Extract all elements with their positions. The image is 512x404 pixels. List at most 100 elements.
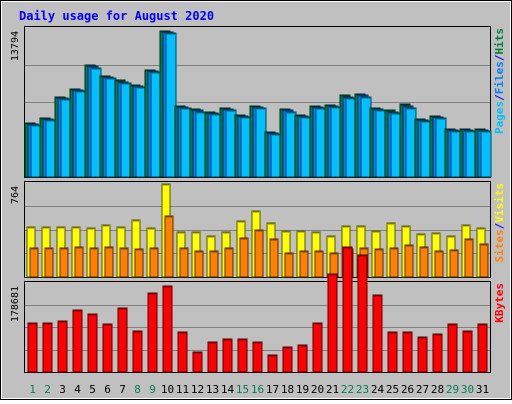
bar-kbytes-day-24 [372, 294, 383, 373]
bar-pages-day-31 [480, 130, 492, 178]
bar-kbytes-day-5 [87, 313, 98, 373]
bar-kbytes-day-12 [192, 351, 203, 373]
bar-kbytes-day-9 [147, 292, 158, 373]
bar-sites-day-13 [209, 250, 219, 278]
x-tick-label-day-17: 17 [266, 383, 279, 396]
y-max-label-kbytes: 178681 [10, 286, 21, 322]
bar-sites-day-9 [149, 247, 159, 278]
x-tick-label-day-14: 14 [221, 383, 235, 396]
x-tick-label-day-1: 1 [29, 383, 36, 396]
bar-kbytes-day-20 [312, 322, 323, 373]
bar-pages-day-10 [165, 32, 177, 178]
legend-item-sites: Sites [493, 229, 506, 262]
bar-kbytes-day-22 [342, 246, 353, 373]
x-tick-label-day-23: 23 [356, 383, 369, 396]
legend-item-separator: / [493, 222, 506, 229]
bar-kbytes-day-23 [357, 254, 368, 373]
legend-hits-files-pages: Pages/Files/Hits [493, 28, 506, 134]
bar-sites-day-6 [104, 246, 114, 278]
legend-kbytes: KBytes [493, 283, 506, 323]
bar-sites-day-7 [119, 247, 129, 278]
x-tick-label-day-24: 24 [371, 383, 385, 396]
x-tick-label-day-11: 11 [176, 383, 189, 396]
y-max-label-hits-files-pages: 13794 [10, 31, 21, 61]
y-max-label-visits-sites: 764 [10, 186, 21, 204]
x-tick-label-day-26: 26 [401, 383, 414, 396]
x-tick-label-day-12: 12 [191, 383, 204, 396]
bar-sites-day-24 [374, 248, 384, 278]
bar-sites-day-2 [44, 247, 54, 278]
bar-kbytes-day-17 [267, 354, 278, 373]
bar-kbytes-day-31 [477, 323, 488, 373]
bar-sites-day-5 [89, 247, 99, 278]
bar-kbytes-day-1 [27, 322, 38, 373]
x-tick-label-day-5: 5 [89, 383, 96, 396]
bar-kbytes-day-27 [417, 336, 428, 373]
legend-item-separator: / [493, 94, 506, 101]
bar-kbytes-day-28 [432, 333, 443, 373]
x-tick-label-day-29: 29 [446, 383, 459, 396]
bar-kbytes-day-16 [252, 341, 263, 373]
bar-kbytes-day-13 [207, 341, 218, 373]
x-tick-label-day-31: 31 [476, 383, 489, 396]
bar-sites-day-20 [314, 250, 324, 278]
bar-sites-day-21 [329, 252, 339, 278]
bar-sites-day-25 [389, 247, 399, 278]
x-tick-label-day-30: 30 [461, 383, 474, 396]
x-tick-label-day-8: 8 [134, 383, 141, 396]
x-tick-label-day-19: 19 [296, 383, 309, 396]
bar-kbytes-day-15 [237, 338, 248, 373]
x-tick-label-day-22: 22 [341, 383, 354, 396]
legend-item-files: Files [493, 61, 506, 94]
bar-sites-day-31 [479, 243, 489, 278]
bar-sites-day-29 [449, 249, 459, 278]
bar-sites-day-28 [434, 250, 444, 278]
bar-kbytes-day-19 [297, 344, 308, 373]
x-tick-label-day-25: 25 [386, 383, 399, 396]
x-tick-label-day-15: 15 [236, 383, 249, 396]
bar-kbytes-day-6 [102, 323, 113, 373]
legend-item-kbytes: KBytes [493, 283, 506, 323]
bar-sites-day-10 [164, 215, 174, 278]
bar-sites-day-27 [419, 246, 429, 278]
bar-sites-day-14 [224, 247, 234, 278]
bar-sites-day-3 [59, 247, 69, 278]
x-tick-label-day-20: 20 [311, 383, 324, 396]
bar-sites-day-26 [404, 244, 414, 278]
bar-kbytes-day-11 [177, 331, 188, 373]
x-tick-label-day-27: 27 [416, 383, 429, 396]
legend-item-hits: Hits [493, 28, 506, 55]
bar-kbytes-day-7 [117, 307, 128, 373]
bar-sites-day-18 [284, 252, 294, 278]
bar-sites-day-15 [239, 237, 249, 278]
bar-kbytes-day-8 [132, 330, 143, 373]
bar-kbytes-day-25 [387, 331, 398, 373]
bar-sites-day-4 [74, 246, 84, 278]
bar-kbytes-day-18 [282, 346, 293, 373]
x-tick-label-day-13: 13 [206, 383, 219, 396]
x-tick-label-day-7: 7 [119, 383, 126, 396]
bar-kbytes-day-14 [222, 338, 233, 373]
bar-kbytes-day-2 [42, 322, 53, 373]
bar-kbytes-day-29 [447, 323, 458, 373]
bar-sites-day-12 [194, 250, 204, 278]
x-tick-label-day-10: 10 [161, 383, 174, 396]
bar-sites-day-30 [464, 238, 474, 278]
bar-kbytes-day-26 [402, 331, 413, 373]
x-tick-label-day-28: 28 [431, 383, 444, 396]
bar-kbytes-day-30 [462, 330, 473, 373]
chart-title: Daily usage for August 2020 [19, 9, 214, 23]
x-tick-label-day-2: 2 [44, 383, 51, 396]
x-tick-label-day-9: 9 [149, 383, 156, 396]
x-tick-label-day-6: 6 [104, 383, 111, 396]
bar-kbytes-day-21 [327, 273, 338, 373]
x-tick-label-day-3: 3 [59, 383, 66, 396]
bar-sites-day-16 [254, 229, 264, 278]
bar-kbytes-day-4 [72, 309, 83, 373]
bar-sites-day-11 [179, 247, 189, 278]
bar-kbytes-day-3 [57, 320, 68, 373]
legend-visits-sites: Sites/Visits [493, 183, 506, 263]
bar-sites-day-17 [269, 238, 279, 278]
